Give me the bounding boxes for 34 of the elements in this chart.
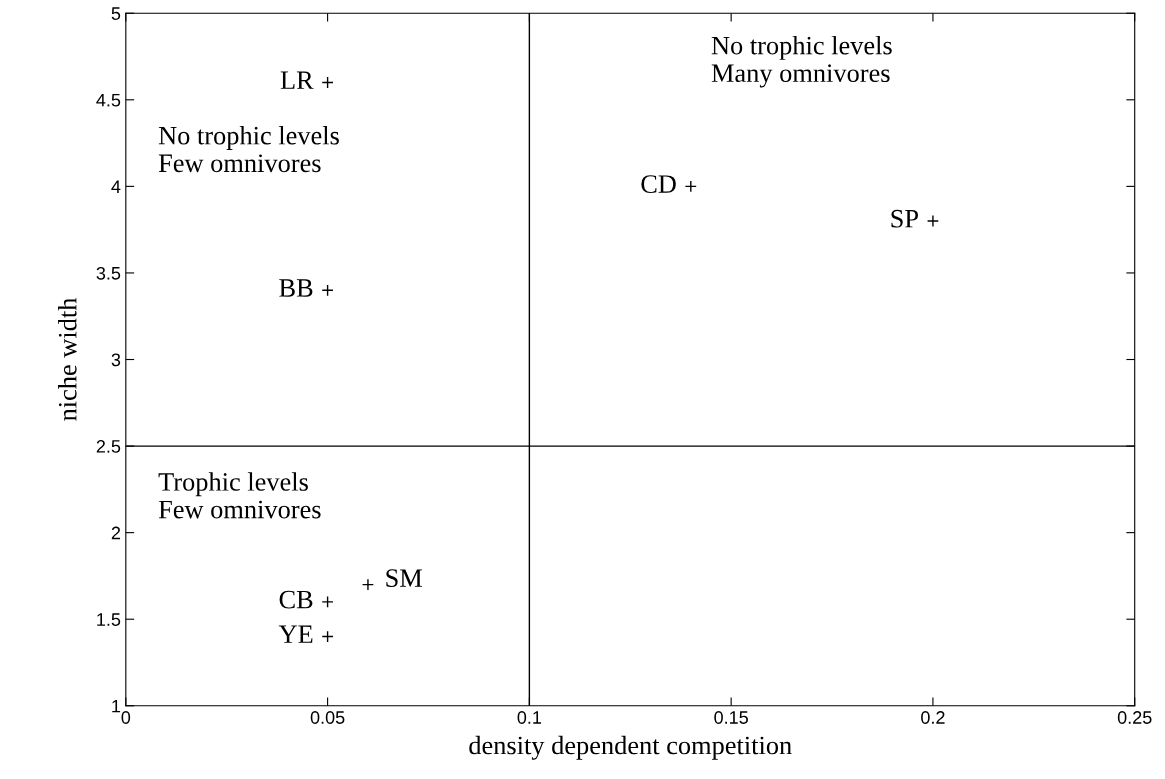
y-tick-label: 2 <box>111 526 121 540</box>
annotation: CB <box>279 590 313 609</box>
y-tick-label: 2.5 <box>96 440 121 453</box>
annotation: SM <box>386 569 422 588</box>
annotation: YE <box>278 625 313 643</box>
x-axis-title: density dependent competition <box>469 735 792 760</box>
y-tick-label: 1 <box>112 699 121 713</box>
annotation: No trophic levels Few omnivores <box>158 125 339 173</box>
annotation: SP <box>891 209 918 228</box>
annotation: No trophic levels Many omnivores <box>711 35 892 88</box>
x-tick-label: 0.2 <box>921 711 945 724</box>
point <box>361 578 375 591</box>
x-tick-label: 0 <box>121 711 131 724</box>
point <box>321 76 334 89</box>
y-tick-label: 5 <box>111 7 121 20</box>
y-tick-label: 4 <box>111 180 121 193</box>
x-tick-label: 0.25 <box>1117 711 1152 724</box>
x-tick-label: 0.05 <box>310 711 345 724</box>
x-tick-label: 0.1 <box>517 711 542 724</box>
y-tick-label: 3.5 <box>96 266 121 280</box>
annotation: LR <box>280 71 314 89</box>
point <box>321 284 334 297</box>
point <box>321 630 334 643</box>
y-axis-title: niche width <box>58 297 77 421</box>
point <box>684 180 697 193</box>
annotation: CD <box>641 175 676 193</box>
y-tick-label: 4.5 <box>96 93 121 107</box>
point <box>926 214 940 228</box>
y-tick-label: 3 <box>111 353 121 367</box>
annotation: Trophic levels Few omnivores <box>158 472 321 519</box>
annotation: BB <box>279 279 313 297</box>
point <box>321 595 334 608</box>
x-tick-label: 0.15 <box>714 711 748 724</box>
y-tick-label: 1.5 <box>97 613 121 626</box>
